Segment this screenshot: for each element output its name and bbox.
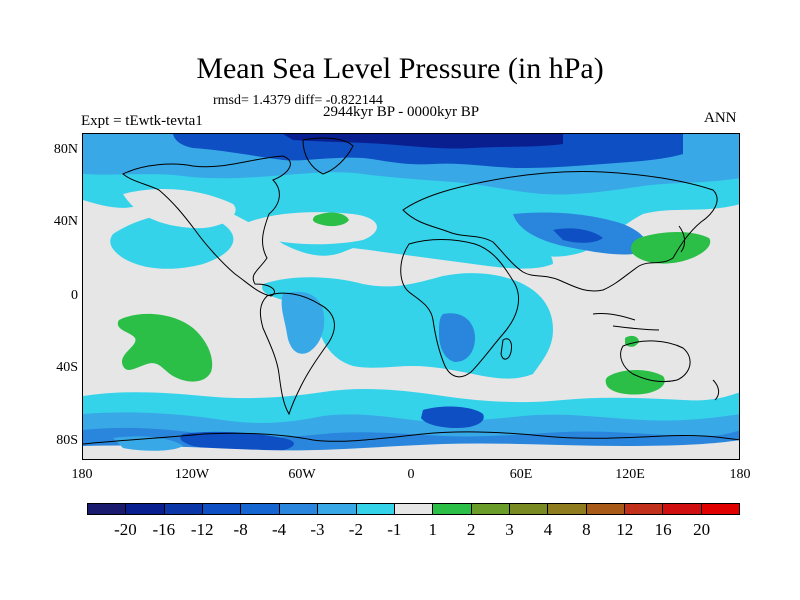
lon-label-120e: 120E xyxy=(615,467,645,482)
legend-label: 12 xyxy=(616,520,634,539)
legend-label: 8 xyxy=(582,520,591,539)
south-africa-blue xyxy=(439,313,475,362)
legend-label: 16 xyxy=(654,520,672,539)
legend-label: -2 xyxy=(348,520,363,539)
north-america-coast xyxy=(122,155,291,297)
lat-label-80n: 80N xyxy=(53,142,78,157)
legend-swatch xyxy=(625,504,664,514)
legend-swatch xyxy=(509,504,549,514)
legend-swatch xyxy=(394,504,434,514)
lon-label-180-west: 180 xyxy=(71,467,93,482)
madagascar-coast xyxy=(500,338,512,360)
map-canvas xyxy=(83,134,739,459)
greenland-coast xyxy=(302,137,354,175)
legend-label: 3 xyxy=(505,520,514,539)
legend-label: 4 xyxy=(543,520,553,539)
lat-label-80s: 80S xyxy=(56,433,78,448)
legend-label: 2 xyxy=(466,520,476,539)
legend-label: -20 xyxy=(114,520,137,539)
africa-coast xyxy=(400,239,519,378)
asia-deep-blue xyxy=(553,228,603,243)
legend-swatch xyxy=(126,504,165,514)
legend-label: -1 xyxy=(387,520,402,539)
period-text: 2944kyr BP - 0000kyr BP xyxy=(323,104,480,120)
pressure-anomaly-map xyxy=(82,133,740,460)
lat-label-40s: 40S xyxy=(56,360,78,375)
legend-label: -4 xyxy=(271,520,287,539)
legend-label: 20 xyxy=(693,520,711,539)
japan-coast xyxy=(678,225,686,253)
lat-label-0: 0 xyxy=(71,288,78,303)
legend-swatch xyxy=(548,504,587,514)
lon-label-60e: 60E xyxy=(509,467,533,482)
map-title: Mean Sea Level Pressure (in hPa) xyxy=(196,52,604,85)
tropical-blue-band xyxy=(262,273,553,379)
south-america-coast xyxy=(259,292,335,416)
legend-swatch xyxy=(241,504,280,514)
color-legend-bar xyxy=(87,503,740,515)
legend-swatch xyxy=(471,504,510,514)
season-label: ANN xyxy=(704,110,737,126)
north-pacific-neutral xyxy=(123,189,236,229)
legend-label: -3 xyxy=(310,520,325,539)
indonesia-coast xyxy=(592,313,660,331)
legend-label: -8 xyxy=(233,520,248,539)
legend-swatch xyxy=(318,504,357,514)
legend-label: -16 xyxy=(152,520,176,539)
lon-label-0: 0 xyxy=(407,467,415,482)
experiment-label: Expt = tEwtk-tevta1 xyxy=(81,113,203,129)
antarctic-neutral xyxy=(83,440,739,459)
legend-swatch xyxy=(586,504,626,514)
new-zealand-coast xyxy=(712,379,720,401)
north-band-dark-blue xyxy=(283,134,563,149)
south-pacific-green xyxy=(117,313,213,382)
legend-swatch xyxy=(279,504,319,514)
legend-swatch xyxy=(164,504,204,514)
southern-ocean-deep-blue xyxy=(180,431,294,453)
lon-label-60w: 60W xyxy=(288,467,316,482)
legend-swatch xyxy=(203,504,242,514)
stats-text: rmsd= 1.4379 diff= -0.822144 xyxy=(213,93,383,108)
west-pacific-green xyxy=(631,232,711,264)
legend-swatch xyxy=(88,504,127,514)
lon-label-180-east: 180 xyxy=(729,467,751,482)
australia-coast xyxy=(620,340,691,383)
legend-swatch xyxy=(663,504,702,514)
coastlines xyxy=(83,137,739,445)
legend-swatch xyxy=(701,504,740,514)
southern-ocean-deep-blue-2 xyxy=(421,406,484,428)
south-indian-green xyxy=(605,370,665,395)
lon-label-120w: 120W xyxy=(174,467,210,482)
legend-swatch xyxy=(433,504,472,514)
legend-label: 1 xyxy=(428,520,437,539)
eurasia-coast xyxy=(402,170,718,292)
lat-label-40n: 40N xyxy=(53,214,78,229)
legend-swatch xyxy=(356,504,395,514)
south-america-blue xyxy=(281,291,325,354)
north-atlantic-green xyxy=(312,212,349,227)
antarctica-coast xyxy=(83,431,739,445)
legend-label: -12 xyxy=(190,520,214,539)
